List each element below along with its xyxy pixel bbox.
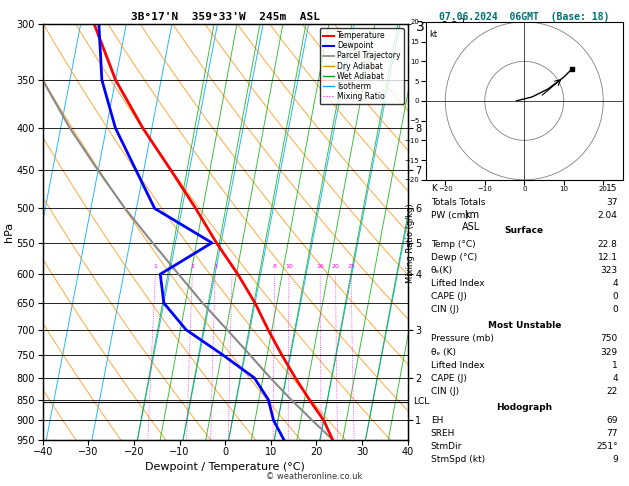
Text: 25: 25 [347,264,355,269]
X-axis label: Dewpoint / Temperature (°C): Dewpoint / Temperature (°C) [145,462,305,471]
Text: 251°: 251° [596,442,618,451]
Text: CIN (J): CIN (J) [431,387,459,396]
Text: Most Unstable: Most Unstable [487,321,561,330]
Title: 3B°17'N  359°33'W  245m  ASL: 3B°17'N 359°33'W 245m ASL [131,12,320,22]
Text: Dewp (°C): Dewp (°C) [431,253,477,262]
Text: K: K [431,184,437,193]
Text: 4: 4 [230,264,234,269]
Text: CAPE (J): CAPE (J) [431,374,467,383]
Text: StmDir: StmDir [431,442,462,451]
Text: LCL: LCL [413,398,430,406]
Text: kt: kt [430,30,438,39]
Text: Temp (°C): Temp (°C) [431,240,476,248]
Text: Lifted Index: Lifted Index [431,279,484,288]
Text: StmSpd (kt): StmSpd (kt) [431,455,485,465]
Text: 77: 77 [606,429,618,438]
Text: 0: 0 [612,306,618,314]
Text: 07.06.2024  06GMT  (Base: 18): 07.06.2024 06GMT (Base: 18) [439,12,610,22]
Text: 4: 4 [612,374,618,383]
Text: 4: 4 [612,279,618,288]
Text: Hodograph: Hodograph [496,403,552,412]
Text: EH: EH [431,416,443,425]
Text: 323: 323 [601,266,618,275]
Text: 22: 22 [606,387,618,396]
Text: 8: 8 [273,264,277,269]
Text: PW (cm): PW (cm) [431,211,469,220]
Text: 22.8: 22.8 [598,240,618,248]
Text: CIN (J): CIN (J) [431,306,459,314]
Text: 2.04: 2.04 [598,211,618,220]
Text: Mixing Ratio (g/kg): Mixing Ratio (g/kg) [406,203,415,283]
Text: 37: 37 [606,197,618,207]
Text: Lifted Index: Lifted Index [431,361,484,370]
Text: 69: 69 [606,416,618,425]
Text: 1: 1 [153,264,157,269]
Text: © weatheronline.co.uk: © weatheronline.co.uk [266,472,363,481]
Text: 12.1: 12.1 [598,253,618,262]
Text: 9: 9 [612,455,618,465]
Text: Pressure (mb): Pressure (mb) [431,334,494,343]
Text: 10: 10 [285,264,293,269]
Text: θₑ(K): θₑ(K) [431,266,453,275]
Y-axis label: hPa: hPa [4,222,14,242]
Text: Surface: Surface [504,226,544,235]
Text: 329: 329 [601,347,618,357]
Text: 16: 16 [316,264,324,269]
Legend: Temperature, Dewpoint, Parcel Trajectory, Dry Adiabat, Wet Adiabat, Isotherm, Mi: Temperature, Dewpoint, Parcel Trajectory… [320,28,404,104]
Text: 1: 1 [612,361,618,370]
Text: 750: 750 [601,334,618,343]
Y-axis label: km
ASL: km ASL [462,210,481,232]
Text: Totals Totals: Totals Totals [431,197,485,207]
Text: 0: 0 [612,292,618,301]
Text: 3: 3 [213,264,217,269]
Text: 15: 15 [606,184,618,193]
Text: SREH: SREH [431,429,455,438]
Text: 2: 2 [191,264,194,269]
Text: θₑ (K): θₑ (K) [431,347,456,357]
Text: 20: 20 [331,264,340,269]
Text: CAPE (J): CAPE (J) [431,292,467,301]
